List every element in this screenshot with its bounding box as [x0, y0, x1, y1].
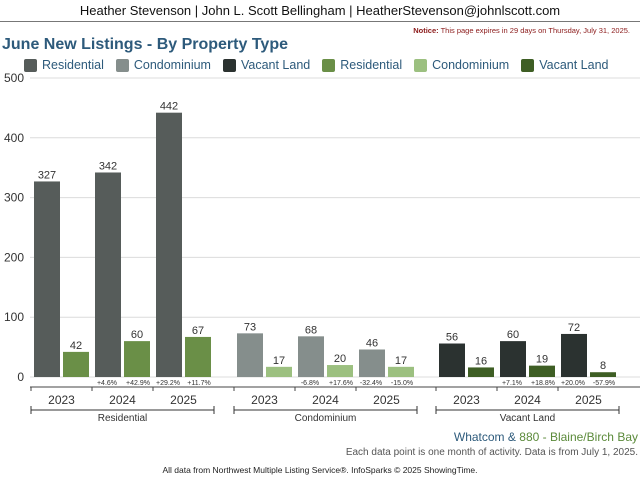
bar [34, 181, 60, 377]
change-label: +20.0% [561, 380, 585, 387]
agent-header: Heather Stevenson | John L. Scott Bellin… [0, 0, 640, 22]
bar-value-label: 56 [446, 332, 458, 344]
chart-legend: Residential Condominium Vacant Land Residen… [24, 57, 634, 73]
bar [590, 372, 616, 377]
legend-label: Vacant Land [240, 58, 311, 72]
chart-title: June New Listings - By Property Type [2, 36, 288, 53]
legend-item[interactable]: Condominium [115, 58, 211, 72]
bar-value-label: 17 [395, 355, 407, 367]
bar-value-label: 46 [366, 337, 378, 349]
bar [327, 365, 353, 377]
legend-label: Condominium [432, 58, 510, 72]
legend-label: Residential [42, 58, 104, 72]
bar [124, 341, 150, 377]
bar [561, 333, 587, 377]
change-label: +17.6% [329, 380, 353, 387]
bar-value-label: 16 [475, 355, 487, 367]
bar-value-label: 342 [99, 160, 117, 172]
group-label: Condominium [295, 413, 357, 424]
legend-item[interactable]: Vacant Land [521, 58, 609, 72]
bar [95, 172, 121, 377]
x-tick-label: 2024 [514, 393, 541, 407]
copyright: All data from Northwest Multiple Listing… [162, 465, 478, 475]
bar-value-label: 73 [244, 321, 256, 333]
bar-value-label: 442 [160, 101, 178, 113]
change-label: -32.4% [360, 380, 382, 387]
legend-label: Vacant Land [539, 58, 609, 72]
x-tick-label: 2024 [312, 393, 339, 407]
bar-value-label: 17 [273, 355, 285, 367]
y-tick-label: 300 [4, 191, 24, 205]
bar-value-label: 42 [70, 340, 82, 352]
bar [298, 336, 324, 377]
x-tick-label: 2025 [575, 393, 602, 407]
bar-value-label: 68 [305, 324, 317, 336]
change-label: -57.9% [593, 380, 615, 387]
notice-text: This page expires in 29 days on Thursday… [440, 26, 630, 35]
x-tick-label: 2025 [170, 393, 197, 407]
bar-value-label: 60 [131, 329, 143, 341]
bar [359, 349, 385, 377]
notice-label: Notice: [413, 26, 439, 35]
legend-swatch [322, 58, 336, 72]
bar [529, 365, 555, 377]
area-prefix: Whatcom [453, 430, 505, 444]
legend-swatch [115, 58, 129, 72]
change-label: +18.8% [531, 380, 555, 387]
x-tick-label: 2025 [373, 393, 400, 407]
bar [237, 333, 263, 377]
expiry-notice: Notice: This page expires in 29 days on … [413, 26, 630, 35]
bar [63, 351, 89, 377]
x-tick-label: 2023 [48, 393, 75, 407]
bar [388, 366, 414, 377]
bar-chart: 0 100 200 300 400 500 327 42 2023 342 60 +4.6% +42.9… [4, 71, 640, 424]
bar [500, 341, 526, 377]
area-label: Whatcom & 880 - Blaine/Birch Bay [454, 430, 638, 444]
change-label: +29.2% [156, 380, 180, 387]
legend-item[interactable]: Residential [24, 58, 104, 72]
x-tick-label: 2024 [109, 393, 136, 407]
y-tick-label: 100 [4, 310, 24, 324]
legend-item[interactable]: Residential [322, 58, 402, 72]
y-tick-label: 500 [4, 71, 24, 85]
change-label: -6.8% [301, 380, 319, 387]
y-tick-label: 400 [4, 131, 24, 145]
bar-value-label: 327 [38, 169, 56, 181]
bar-value-label: 19 [536, 354, 548, 366]
legend-swatch [414, 58, 428, 72]
bar [266, 366, 292, 377]
legend-item[interactable]: Vacant Land [222, 58, 311, 72]
bar-value-label: 8 [600, 360, 606, 372]
legend-label: Condominium [133, 58, 211, 72]
data-note: Each data point is one month of activity… [345, 447, 638, 458]
change-label: +11.7% [187, 380, 210, 387]
group-label: Residential [98, 413, 147, 424]
change-label: +4.6% [97, 380, 117, 387]
bar-value-label: 67 [192, 325, 204, 337]
x-tick-label: 2023 [251, 393, 278, 407]
y-tick-label: 0 [17, 370, 24, 384]
legend-swatch [24, 58, 37, 72]
legend-label: Residential [340, 58, 403, 72]
group-label: Vacant Land [500, 413, 555, 424]
bar [439, 343, 465, 377]
bar [185, 336, 211, 377]
x-tick-label: 2023 [453, 393, 480, 407]
legend-swatch [222, 58, 236, 72]
change-label: -15.0% [391, 380, 413, 387]
y-tick-label: 200 [4, 250, 24, 264]
bar [156, 112, 182, 378]
bar-value-label: 60 [507, 329, 519, 341]
bar-value-label: 72 [568, 322, 580, 334]
bar-value-label: 20 [334, 353, 346, 365]
change-label: +42.9% [126, 380, 150, 387]
area-name: 880 - Blaine/Birch Bay [519, 430, 638, 444]
bar [468, 367, 494, 377]
legend-swatch [521, 58, 535, 72]
legend-item[interactable]: Condominium [414, 58, 509, 72]
area-amp: & [507, 430, 516, 444]
change-label: +7.1% [502, 380, 522, 387]
